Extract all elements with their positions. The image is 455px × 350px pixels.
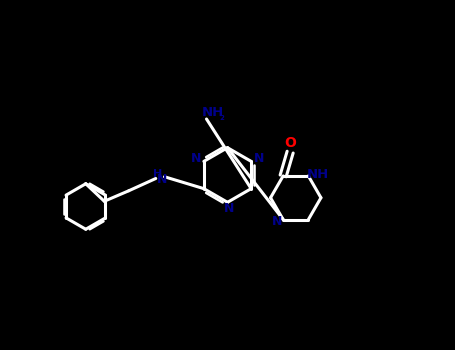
Text: N: N: [157, 173, 167, 186]
Text: NH: NH: [201, 106, 223, 119]
Text: N: N: [224, 202, 234, 215]
Text: H: H: [153, 169, 162, 179]
Text: NH: NH: [307, 168, 329, 181]
Text: N: N: [253, 152, 264, 165]
Text: ₂: ₂: [219, 112, 224, 122]
Text: N: N: [191, 152, 202, 165]
Text: N: N: [272, 215, 282, 228]
Text: O: O: [284, 136, 296, 150]
